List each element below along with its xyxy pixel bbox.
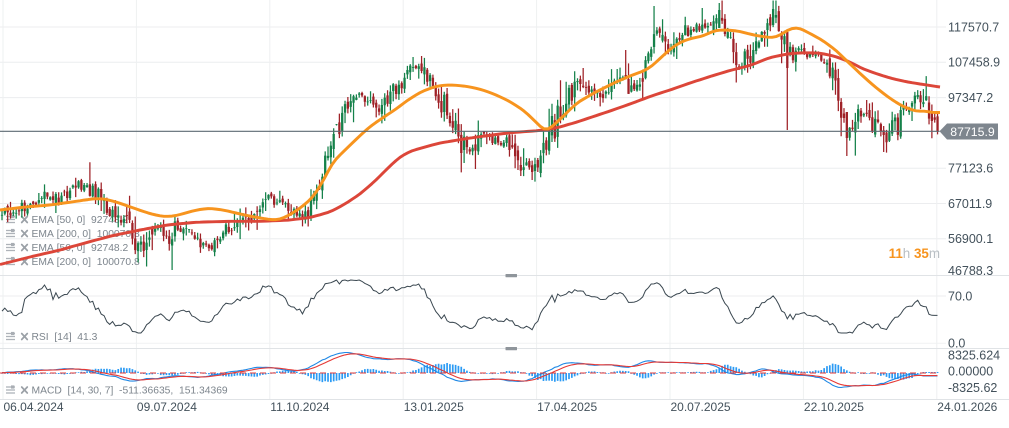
svg-text:0.00000: 0.00000 [948, 365, 993, 379]
svg-text:22.10.2025: 22.10.2025 [804, 400, 864, 414]
svg-text:09.07.2024: 09.07.2024 [137, 400, 197, 414]
svg-text:11h 35m: 11h 35m [889, 246, 940, 261]
svg-text:56900.1: 56900.1 [948, 232, 993, 246]
svg-text:EMA [200, 0] 100070.8: EMA [200, 0] 100070.8 [32, 257, 140, 268]
svg-text:EMA [50, 0] 92748.2: EMA [50, 0] 92748.2 [32, 215, 129, 226]
svg-text:EMA [200, 0] 100070.8: EMA [200, 0] 100070.8 [32, 229, 140, 240]
svg-text:117570.7: 117570.7 [948, 20, 999, 34]
svg-text:70.0: 70.0 [948, 289, 972, 303]
svg-text:RSI [14] 41.3: RSI [14] 41.3 [32, 332, 98, 343]
svg-text:06.04.2024: 06.04.2024 [4, 400, 64, 414]
svg-text:MACD [14, 30, 7] -511.36635,: MACD [14, 30, 7] -511.36635, 151.34369 [32, 386, 228, 397]
svg-text:87715.9: 87715.9 [950, 125, 995, 139]
svg-text:77123.6: 77123.6 [948, 162, 993, 176]
svg-text:0.0: 0.0 [948, 337, 965, 351]
svg-text:24.01.2026: 24.01.2026 [937, 400, 997, 414]
svg-text:107458.9: 107458.9 [948, 56, 1000, 70]
svg-text:67011.9: 67011.9 [948, 197, 992, 211]
svg-text:EMA [50, 0] 92748.2: EMA [50, 0] 92748.2 [32, 243, 129, 254]
svg-text:8325.624: 8325.624 [948, 348, 1000, 362]
svg-text:17.04.2025: 17.04.2025 [537, 400, 597, 414]
svg-text:13.01.2025: 13.01.2025 [404, 400, 464, 414]
svg-text:97347.2: 97347.2 [948, 91, 993, 105]
svg-text:-8325.62: -8325.62 [948, 381, 997, 395]
svg-text:20.07.2025: 20.07.2025 [671, 400, 731, 414]
svg-text:46788.3: 46788.3 [948, 264, 993, 278]
svg-text:11.10.2024: 11.10.2024 [270, 400, 329, 414]
